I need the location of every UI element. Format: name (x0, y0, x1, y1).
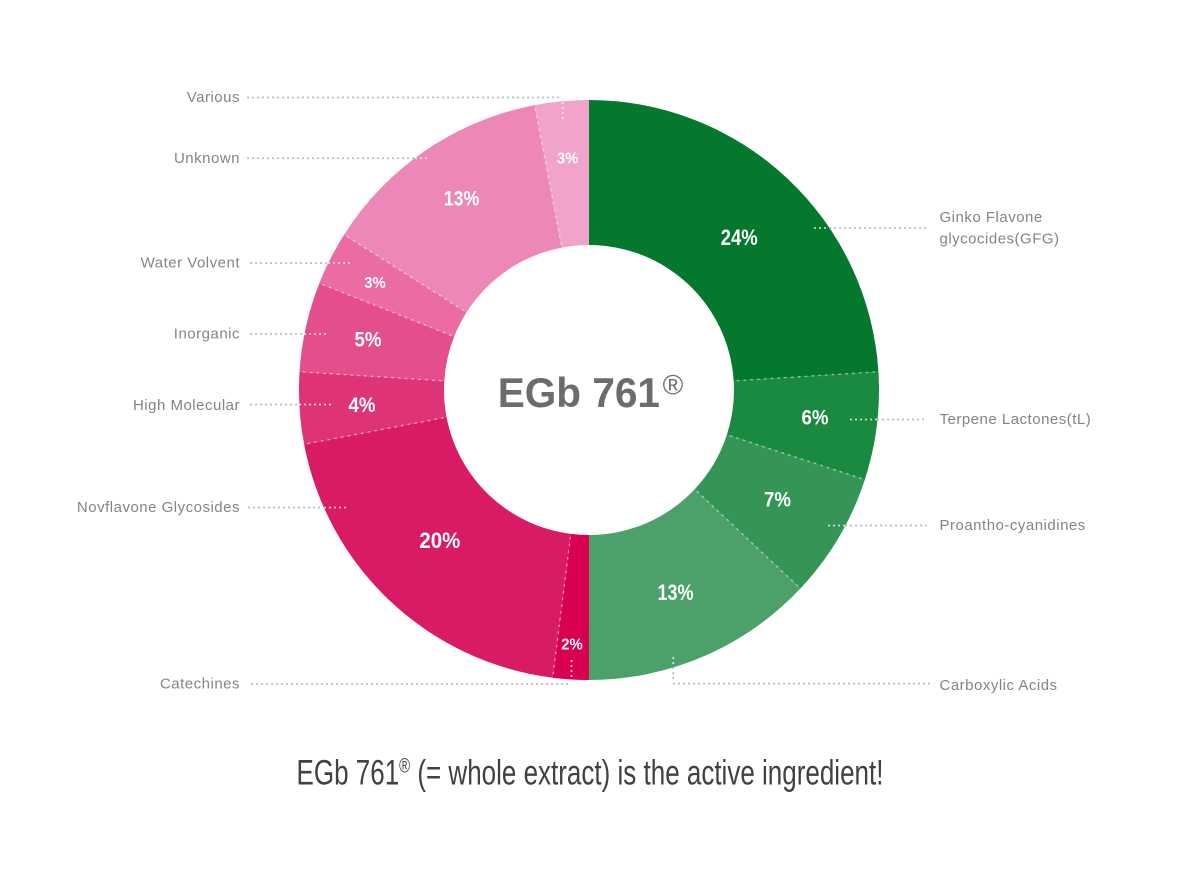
svg-text:EGb 761® (= whole extract) is: EGb 761® (= whole extract) is the active… (297, 753, 884, 793)
svg-text:Proantho-cyanidines: Proantho-cyanidines (940, 517, 1086, 534)
svg-text:13%: 13% (444, 188, 480, 211)
svg-text:13%: 13% (658, 580, 694, 605)
svg-text:Ginko Flavone: Ginko Flavone (940, 209, 1043, 226)
svg-text:7%: 7% (764, 489, 791, 512)
svg-text:Various: Various (187, 89, 240, 106)
svg-text:glycocides(GFG): glycocides(GFG) (940, 230, 1060, 247)
svg-text:Inorganic: Inorganic (174, 326, 240, 343)
svg-text:3%: 3% (557, 151, 579, 168)
svg-text:3%: 3% (364, 275, 386, 292)
svg-text:®: ® (663, 370, 684, 401)
svg-text:Unknown: Unknown (174, 150, 240, 167)
svg-text:2%: 2% (561, 637, 583, 654)
svg-text:5%: 5% (355, 329, 382, 352)
svg-text:Novflavone Glycosides: Novflavone Glycosides (77, 499, 240, 516)
svg-text:High Molecular: High Molecular (133, 397, 240, 414)
svg-text:Terpene Lactones(tL): Terpene Lactones(tL) (940, 411, 1092, 428)
svg-text:6%: 6% (802, 407, 829, 430)
svg-text:Carboxylic Acids: Carboxylic Acids (940, 677, 1058, 694)
svg-text:EGb 761: EGb 761 (498, 369, 660, 416)
svg-text:24%: 24% (721, 225, 758, 250)
svg-text:Catechines: Catechines (160, 676, 240, 693)
svg-text:4%: 4% (349, 394, 376, 417)
svg-text:Water Volvent: Water Volvent (141, 255, 241, 272)
svg-text:20%: 20% (419, 528, 460, 553)
